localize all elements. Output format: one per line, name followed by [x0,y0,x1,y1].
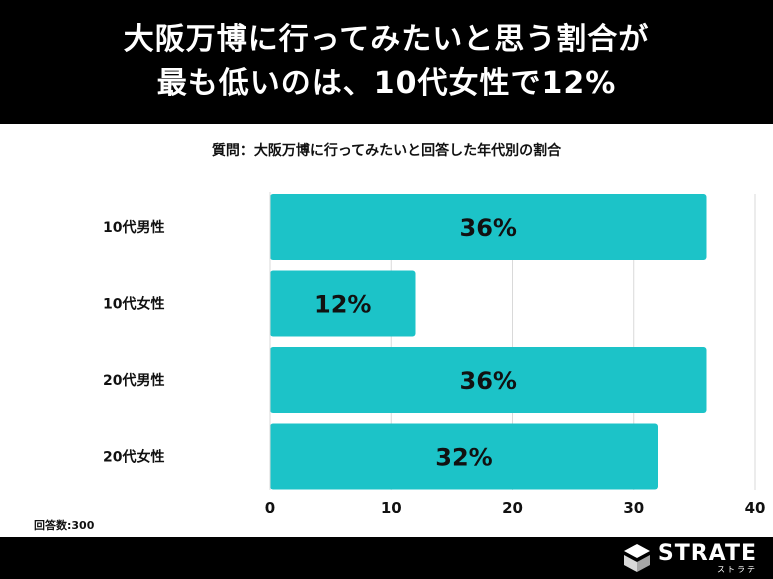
strate-logo: STRATE ストラテ [622,542,757,574]
bar [270,347,707,413]
question-text: 質問：大阪万博に行ってみたいと回答した年代別の割合 [211,143,562,159]
logo-name: STRATE [657,540,757,566]
x-tick-label: 0 [265,499,275,517]
category-label: 10代男性 [103,219,164,236]
bar-value-label: 12% [314,291,371,319]
footer-bar: STRATE ストラテ [0,537,773,579]
bar [270,423,658,490]
x-tick-label: 40 [745,499,766,517]
bar [270,194,707,260]
respondent-count: 回答数:300 [34,519,95,532]
headline-line-1: 大阪万博に行ってみたいと思う割合が [123,22,650,57]
category-label: 10代女性 [103,296,164,313]
strate-logo-icon [623,544,650,572]
category-label: 20代女性 [103,449,164,466]
header-banner: 大阪万博に行ってみたいと思う割合が 最も低いのは、10代女性で12% [0,0,773,124]
x-tick-label: 30 [623,499,644,517]
logo-subtitle: ストラテ [717,564,757,574]
bar [270,270,416,337]
category-label: 20代男性 [103,372,164,389]
headline-line-2: 最も低いのは、10代女性で12% [156,66,617,101]
x-tick-label: 20 [502,499,523,517]
bar-value-label: 32% [435,444,492,472]
x-tick-label: 10 [381,499,402,517]
bar-value-label: 36% [460,214,517,242]
bar-value-label: 36% [460,367,517,395]
